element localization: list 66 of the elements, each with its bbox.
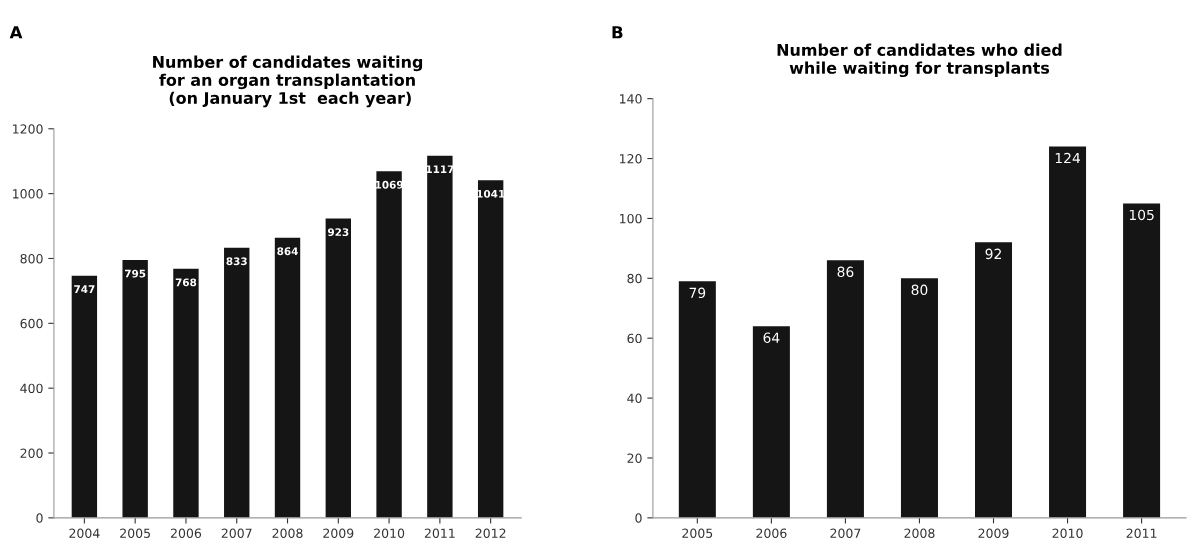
text: B bbox=[612, 26, 623, 39]
bar bbox=[752, 326, 790, 518]
x-tick-label: 2006 bbox=[170, 528, 202, 538]
bar bbox=[224, 247, 250, 518]
x-tick-label: 2005 bbox=[682, 528, 713, 538]
data-label: 105 bbox=[1129, 209, 1154, 221]
data-label: 79 bbox=[689, 287, 706, 299]
x-tick-label: 2008 bbox=[272, 528, 303, 538]
x-tick-label: 2004 bbox=[69, 528, 100, 538]
x-tick-label: 2009 bbox=[978, 528, 1009, 538]
bar bbox=[71, 275, 98, 518]
x-tick-label: 2007 bbox=[830, 528, 861, 538]
x-tick-label: 2009 bbox=[323, 528, 354, 538]
y-tick-label: 600 bbox=[20, 318, 43, 329]
data-label: 864 bbox=[277, 247, 298, 256]
data-label: 833 bbox=[226, 257, 247, 266]
x-tick-label: 2011 bbox=[1126, 528, 1157, 538]
bar bbox=[678, 281, 716, 518]
data-label: 795 bbox=[124, 269, 146, 278]
y-tick-label: 400 bbox=[20, 383, 43, 394]
bar bbox=[975, 242, 1013, 518]
y-tick-label: 200 bbox=[20, 448, 43, 458]
data-label: 1117 bbox=[426, 165, 454, 173]
bar bbox=[900, 278, 938, 518]
chart-title: Number of candidates waiting for an organ transplantation (on January 1st each year) bbox=[153, 55, 423, 108]
chart-title: Number of candidates who died while waiting for transplants bbox=[777, 43, 1062, 78]
x-tick-label: 2010 bbox=[1052, 528, 1083, 538]
y-tick-label: 800 bbox=[20, 253, 43, 264]
bar bbox=[1123, 203, 1161, 518]
data-label: 80 bbox=[911, 284, 928, 296]
y-tick-label: 20 bbox=[627, 453, 642, 463]
x-tick-label: 2010 bbox=[374, 528, 405, 538]
y-tick-label: 1000 bbox=[13, 189, 43, 199]
text: A bbox=[9, 26, 23, 39]
bar bbox=[427, 155, 453, 518]
x-tick-label: 2006 bbox=[756, 528, 787, 538]
y-tick-label: 120 bbox=[620, 154, 642, 164]
data-label: 768 bbox=[175, 278, 197, 287]
data-label: 92 bbox=[985, 248, 1001, 260]
data-label: 124 bbox=[1055, 152, 1081, 164]
bar bbox=[826, 260, 864, 518]
x-tick-label: 2007 bbox=[221, 528, 252, 538]
data-label: 86 bbox=[837, 266, 854, 278]
data-label: 747 bbox=[74, 285, 95, 293]
bar bbox=[477, 180, 504, 518]
x-tick-label: 2005 bbox=[120, 528, 150, 538]
y-tick-label: 100 bbox=[620, 213, 642, 224]
bar bbox=[274, 237, 301, 518]
y-tick-label: 1200 bbox=[13, 124, 43, 134]
y-tick-label: 60 bbox=[627, 333, 642, 344]
bar bbox=[325, 218, 351, 518]
bar bbox=[376, 171, 402, 518]
x-tick-label: 2012 bbox=[475, 528, 506, 538]
data-label: 64 bbox=[763, 332, 780, 343]
x-tick-label: 2008 bbox=[904, 528, 935, 538]
y-tick-label: 0 bbox=[635, 513, 642, 523]
x-tick-label: 2011 bbox=[424, 528, 455, 538]
data-label: 1069 bbox=[375, 180, 403, 189]
bar bbox=[173, 268, 199, 518]
bar bbox=[122, 260, 148, 518]
y-tick-label: 40 bbox=[627, 393, 642, 404]
bar bbox=[1049, 146, 1087, 518]
y-tick-label: 80 bbox=[627, 273, 642, 284]
y-tick-label: 0 bbox=[36, 513, 43, 523]
y-tick-label: 140 bbox=[620, 94, 642, 104]
data-label: 923 bbox=[327, 228, 349, 237]
